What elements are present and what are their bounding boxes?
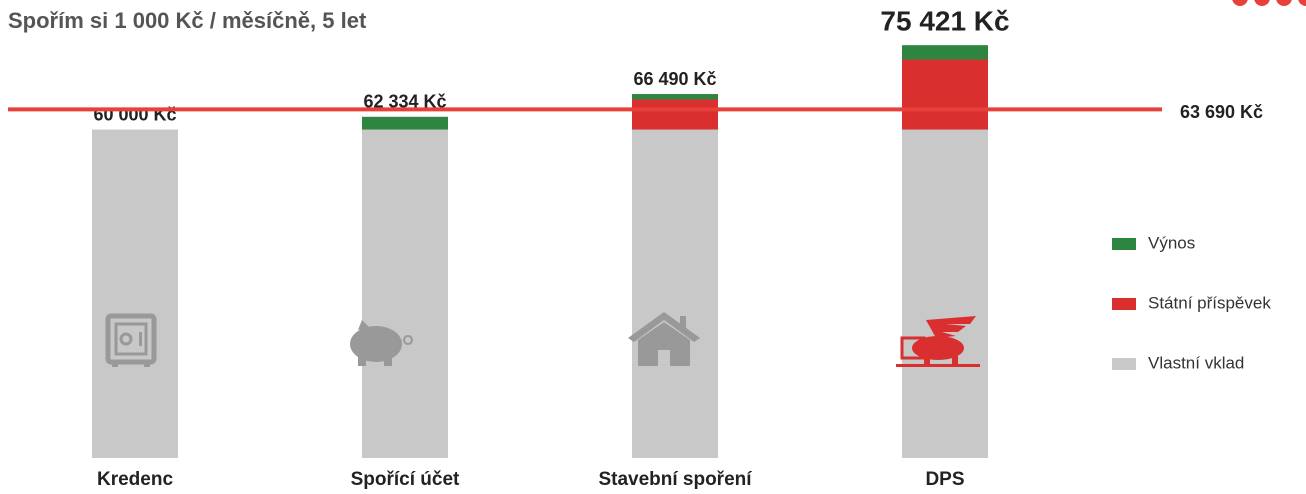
bar-segment (92, 129, 178, 458)
total-label: 75 421 Kč (880, 6, 1009, 37)
legend-swatch (1112, 238, 1136, 250)
dot (1254, 0, 1270, 6)
category-label: Spořící účet (351, 469, 460, 490)
reference-label: 63 690 Kč (1180, 102, 1263, 122)
category-label: Kredenc (97, 469, 173, 490)
bar-segment (362, 129, 448, 458)
legend-label: Státní příspěvek (1148, 293, 1271, 312)
bar-segment (632, 129, 718, 458)
legend-swatch (1112, 298, 1136, 310)
dot (1276, 0, 1292, 6)
safe-icon (105, 313, 157, 367)
bar-segment (632, 99, 718, 130)
legend: Vlastní vklad Státní příspěvek Výnos (1112, 233, 1271, 372)
category-label: Stavební spoření (598, 469, 752, 490)
bar-segment (632, 94, 718, 100)
icons (105, 312, 980, 367)
house-icon (628, 312, 700, 366)
dot (1232, 0, 1248, 6)
category-label: DPS (925, 469, 964, 490)
total-label: 62 334 Kč (363, 92, 446, 112)
piggy-icon (350, 320, 413, 366)
lion-icon (896, 316, 980, 367)
total-label: 66 490 Kč (633, 69, 716, 89)
bars (92, 45, 988, 458)
total-label: 60 000 Kč (93, 104, 176, 124)
decor-dots (1232, 0, 1306, 6)
bar-segment (902, 45, 988, 60)
dot (1298, 0, 1306, 6)
legend-swatch (1112, 358, 1136, 370)
bar-segment (902, 129, 988, 458)
bar-segment (902, 59, 988, 130)
bar-segment (362, 116, 448, 130)
legend-label: Výnos (1148, 233, 1195, 252)
legend-label: Vlastní vklad (1148, 353, 1244, 372)
chart-title: Spořím si 1 000 Kč / měsíčně, 5 let (8, 8, 367, 33)
